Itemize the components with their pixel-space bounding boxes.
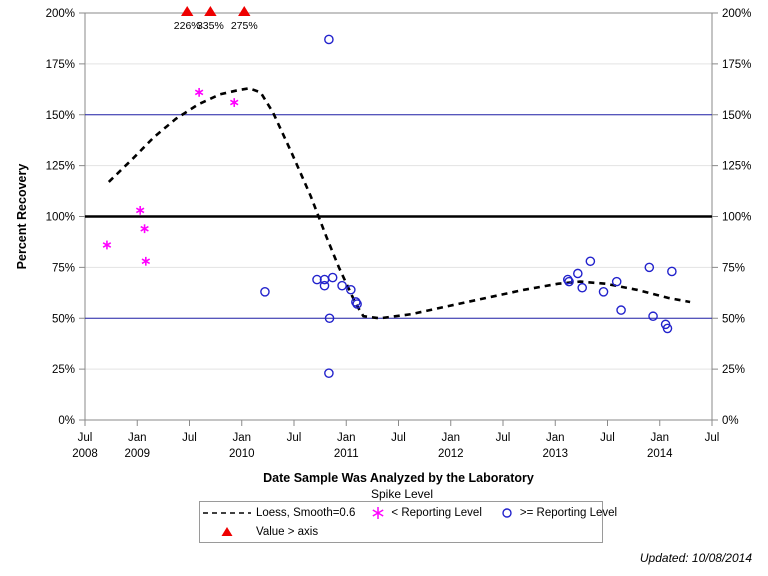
data-point-asterisk [229, 98, 239, 107]
xtick-label-month: Jul [182, 432, 197, 444]
data-point-circle [260, 286, 270, 297]
xtick-label-month: Jan [650, 432, 669, 444]
ytick-label-left: 150% [46, 110, 75, 122]
legend-item-at-or-above-reporting[interactable]: >= Reporting Level [496, 506, 617, 520]
xtick-label-year: 2013 [542, 448, 568, 460]
legend-label-value-over-axis: Value > axis [256, 525, 319, 538]
data-point-asterisk [102, 240, 112, 250]
x-axis-title: Date Sample Was Analyzed by the Laborato… [263, 471, 534, 485]
xtick-label-month: Jan [546, 432, 565, 444]
ytick-label-right: 75% [722, 262, 745, 274]
data-point-circle [648, 311, 658, 322]
data-point-asterisk [140, 224, 149, 234]
ytick-label-left: 100% [46, 212, 75, 224]
legend-item-value-over-axis[interactable]: Value > axis [200, 525, 318, 538]
xtick-label-month: Jan [232, 432, 251, 444]
ytick-label-left: 50% [52, 313, 75, 325]
xtick-label-month: Jan [441, 432, 460, 444]
data-point-circle [324, 368, 334, 378]
data-point-circle [562, 274, 573, 285]
data-point-triangle [181, 6, 194, 16]
xtick-label-year: 2009 [124, 448, 150, 460]
xtick-label-year: 2010 [229, 448, 255, 460]
legend-item-loess[interactable]: Loess, Smooth=0.6 [200, 507, 355, 519]
legend-item-below-reporting[interactable]: < Reporting Level [367, 505, 482, 521]
data-point-circle [598, 286, 609, 297]
triangle-icon [200, 525, 254, 538]
data-point-circle [324, 313, 335, 324]
ytick-label-left: 25% [52, 364, 75, 376]
xtick-label-month: Jan [337, 432, 356, 444]
data-point-circle [616, 305, 626, 315]
loess-curve [107, 86, 691, 320]
asterisk-icon [367, 505, 389, 521]
legend-row-secondary: Value > axis [200, 523, 604, 540]
data-point-circle [577, 282, 588, 293]
xtick-label-month: Jul [600, 432, 615, 444]
ytick-label-left: 125% [46, 161, 75, 173]
xtick-label-month: Jan [128, 432, 147, 444]
data-point-label: 275% [231, 20, 258, 32]
dashed-line-icon [200, 508, 254, 518]
legend-row-primary: Loess, Smooth=0.6 < Reporting Level [200, 504, 617, 521]
ytick-label-right: 125% [722, 161, 751, 173]
ytick-label-left: 0% [58, 415, 75, 427]
ytick-label-right: 25% [722, 364, 745, 376]
data-point-asterisk [135, 205, 145, 215]
data-point-circle [585, 256, 596, 267]
xtick-label-month: Jul [287, 432, 302, 444]
data-point-triangle [204, 6, 217, 16]
data-point-circle [564, 276, 574, 287]
ytick-label-left: 75% [52, 262, 75, 274]
y-axis-title: Percent Recovery [15, 164, 29, 270]
ytick-label-right: 150% [722, 110, 751, 122]
data-point-circle [573, 268, 583, 279]
legend-label-below-reporting: < Reporting Level [391, 506, 482, 519]
xtick-label-year: 2014 [647, 448, 673, 460]
xtick-label-year: 2012 [438, 448, 464, 460]
data-point-asterisk [194, 87, 204, 97]
xtick-label-year: 2011 [334, 448, 359, 460]
legend-label-at-or-above-reporting: >= Reporting Level [519, 506, 618, 519]
ytick-label-right: 100% [722, 212, 751, 224]
data-point-circle [319, 280, 330, 291]
data-point-circle [667, 266, 677, 277]
ytick-label-right: 0% [722, 415, 739, 427]
updated-timestamp: Updated: 10/08/2014 [639, 551, 752, 565]
data-point-asterisk [141, 256, 151, 266]
xtick-label-month: Jul [391, 432, 406, 444]
ytick-label-right: 175% [722, 59, 751, 71]
data-point-circle [327, 272, 338, 283]
xtick-label-month: Jul [496, 432, 511, 444]
ytick-label-right: 200% [722, 8, 751, 20]
ytick-label-right: 50% [722, 313, 745, 325]
data-point-circle [346, 284, 356, 295]
ytick-label-left: 200% [46, 8, 75, 20]
ytick-label-left: 175% [46, 59, 75, 71]
chart-svg: 0% 0% 25% 25% 50% 50% 75% 75% 100% 100% 125% 125% 15… [15, 6, 751, 485]
data-point-label: 335% [197, 20, 224, 32]
xtick-label-year: 2008 [72, 448, 98, 460]
legend-label-loess: Loess, Smooth=0.6 [256, 506, 356, 519]
data-point-circle [611, 276, 622, 287]
chart-legend: Spike Level Loess, Smooth=0.6 [199, 487, 617, 543]
data-point-label: 226% [174, 20, 201, 32]
data-point-circle [352, 299, 362, 309]
data-point-circle [337, 280, 347, 291]
data-point-circle [351, 297, 361, 307]
legend-title: Spike Level [370, 487, 434, 501]
data-point-circle [324, 34, 334, 45]
xtick-label-month: Jul [78, 432, 93, 444]
xtick-label-month: Jul [705, 432, 720, 444]
data-point-circle [662, 323, 673, 334]
data-point-circle [644, 262, 655, 273]
circle-open-icon [496, 506, 518, 520]
data-point-triangle [238, 6, 251, 16]
